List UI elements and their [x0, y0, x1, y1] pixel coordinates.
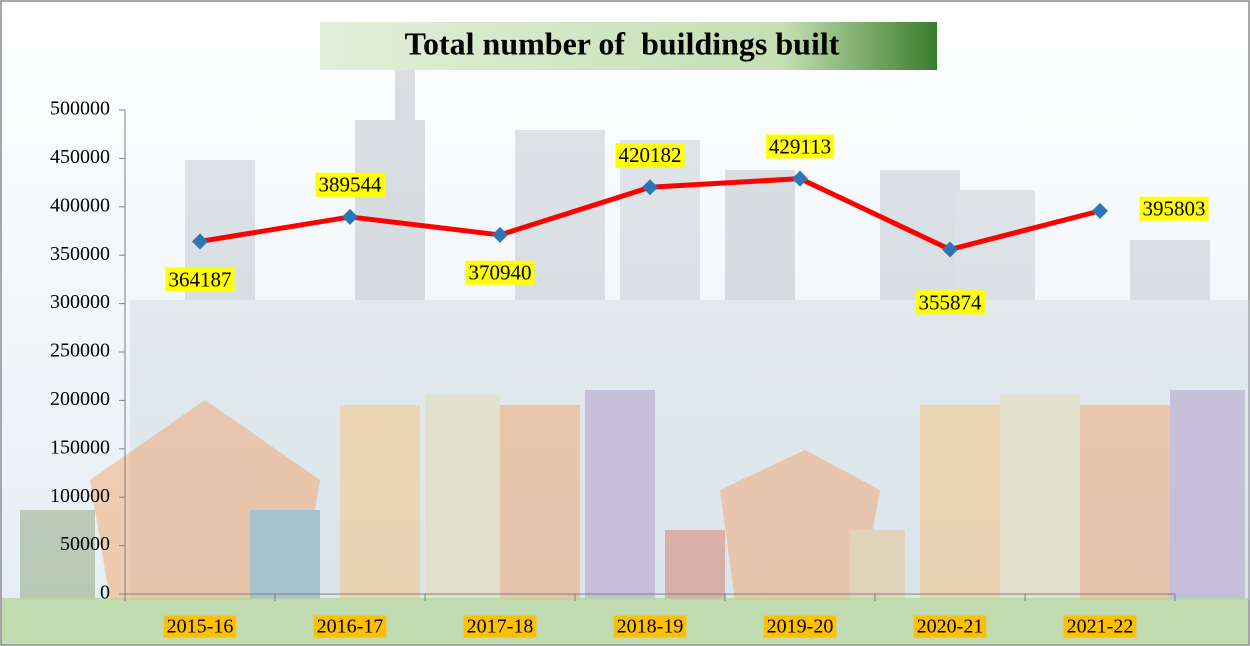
x-tick-label: 2019-20 [767, 616, 834, 638]
x-label-group: 2020-21 [914, 616, 987, 638]
x-label-group: 2017-18 [464, 616, 537, 638]
chart-title: Total number of buildings built [405, 25, 840, 61]
data-label-group: 370940 [466, 261, 535, 285]
x-tick-label: 2016-17 [317, 616, 384, 638]
data-label: 370940 [469, 261, 532, 285]
x-label-group: 2016-17 [314, 616, 387, 638]
x-label-group: 2015-16 [164, 616, 237, 638]
x-label-group: 2019-20 [764, 616, 837, 638]
y-tick-label: 250000 [50, 340, 110, 362]
data-label: 389544 [319, 173, 383, 197]
y-tick-label: 200000 [50, 388, 110, 410]
y-tick-label: 450000 [50, 146, 110, 168]
y-tick-label: 50000 [60, 533, 110, 555]
x-tick-label: 2015-16 [167, 616, 234, 638]
data-label: 364187 [169, 267, 232, 291]
x-label-group: 2021-22 [1064, 616, 1137, 638]
y-tick-label: 150000 [50, 436, 110, 458]
data-label: 420182 [619, 143, 682, 167]
y-tick-label: 0 [100, 582, 110, 604]
x-label-group: 2018-19 [614, 616, 687, 638]
y-tick-label: 350000 [50, 243, 110, 265]
page: Total number of buildings built 0 50000 10… [0, 0, 1250, 646]
background-houses [20, 390, 1245, 600]
y-tick-label: 100000 [50, 485, 110, 507]
data-label-group: 420182 [616, 143, 685, 167]
data-label-group: 389544 [316, 173, 386, 197]
x-tick-label: 2020-21 [917, 616, 984, 638]
x-tick-label: 2018-19 [617, 616, 684, 638]
data-label: 355874 [919, 290, 983, 314]
y-tick-label: 400000 [50, 194, 110, 216]
data-label: 429113 [769, 134, 831, 158]
y-tick-label: 500000 [50, 98, 110, 120]
y-tick-label: 300000 [50, 291, 110, 313]
x-tick-label: 2021-22 [1067, 616, 1134, 638]
x-tick-label: 2017-18 [467, 616, 534, 638]
data-label-group: 355874 [916, 290, 986, 314]
chart: Total number of buildings built 0 50000 10… [0, 0, 1250, 646]
data-label-group: 429113 [766, 134, 834, 158]
data-label: 395803 [1143, 197, 1206, 221]
data-label-group: 364187 [166, 267, 235, 291]
data-label-group: 395803 [1140, 197, 1209, 221]
